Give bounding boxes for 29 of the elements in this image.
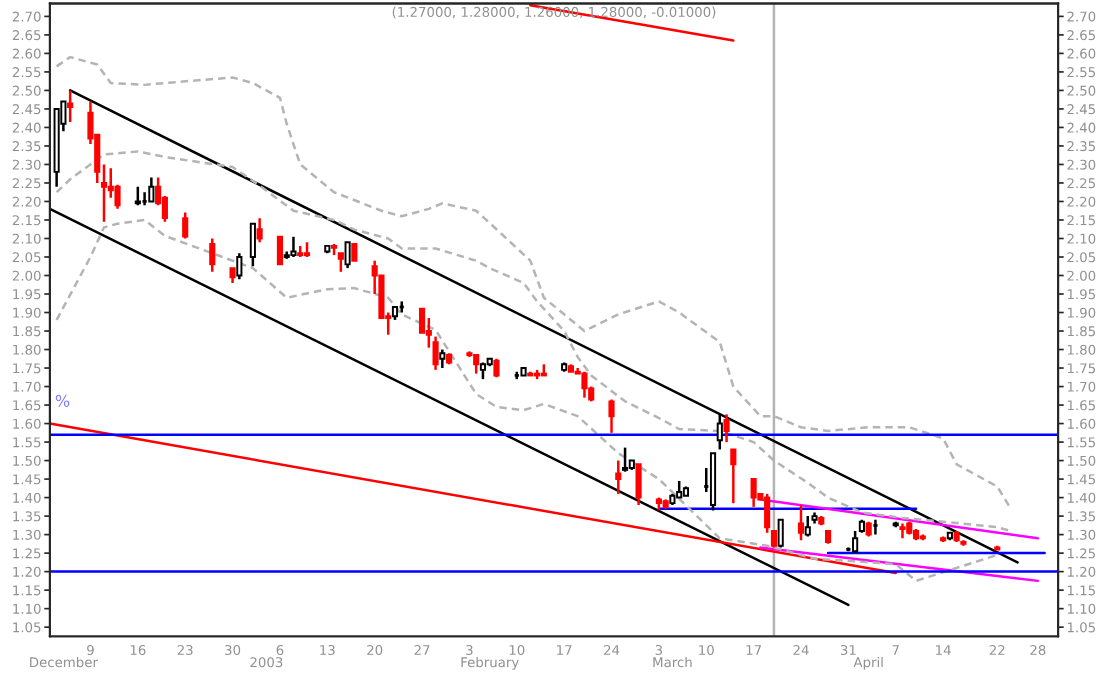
candlestick [777,518,784,549]
candlestick [337,252,344,274]
candlestick [730,448,737,505]
candlestick [493,357,500,379]
candlestick [290,235,297,259]
candlestick [134,185,141,207]
candlestick [276,235,284,266]
candlestick [716,413,723,451]
candlestick [148,176,155,203]
candlestick [723,413,730,444]
annotation: % [55,394,70,407]
candlestick [209,237,216,274]
candlestick [67,89,74,124]
candlestick [236,252,243,281]
candlestick [473,353,480,375]
candlestick [797,503,805,542]
candlestick [750,477,757,509]
candlestick [182,211,189,240]
candlestick [635,463,642,507]
candlestick [249,222,256,268]
candlestick [615,459,622,496]
line-series [55,218,999,583]
candlestick [581,370,588,399]
candlestick [344,240,351,270]
candlestick [439,348,446,370]
candlestick [608,398,615,435]
candlestick [852,529,859,555]
candlestick [621,446,629,473]
candlestick [256,216,263,244]
